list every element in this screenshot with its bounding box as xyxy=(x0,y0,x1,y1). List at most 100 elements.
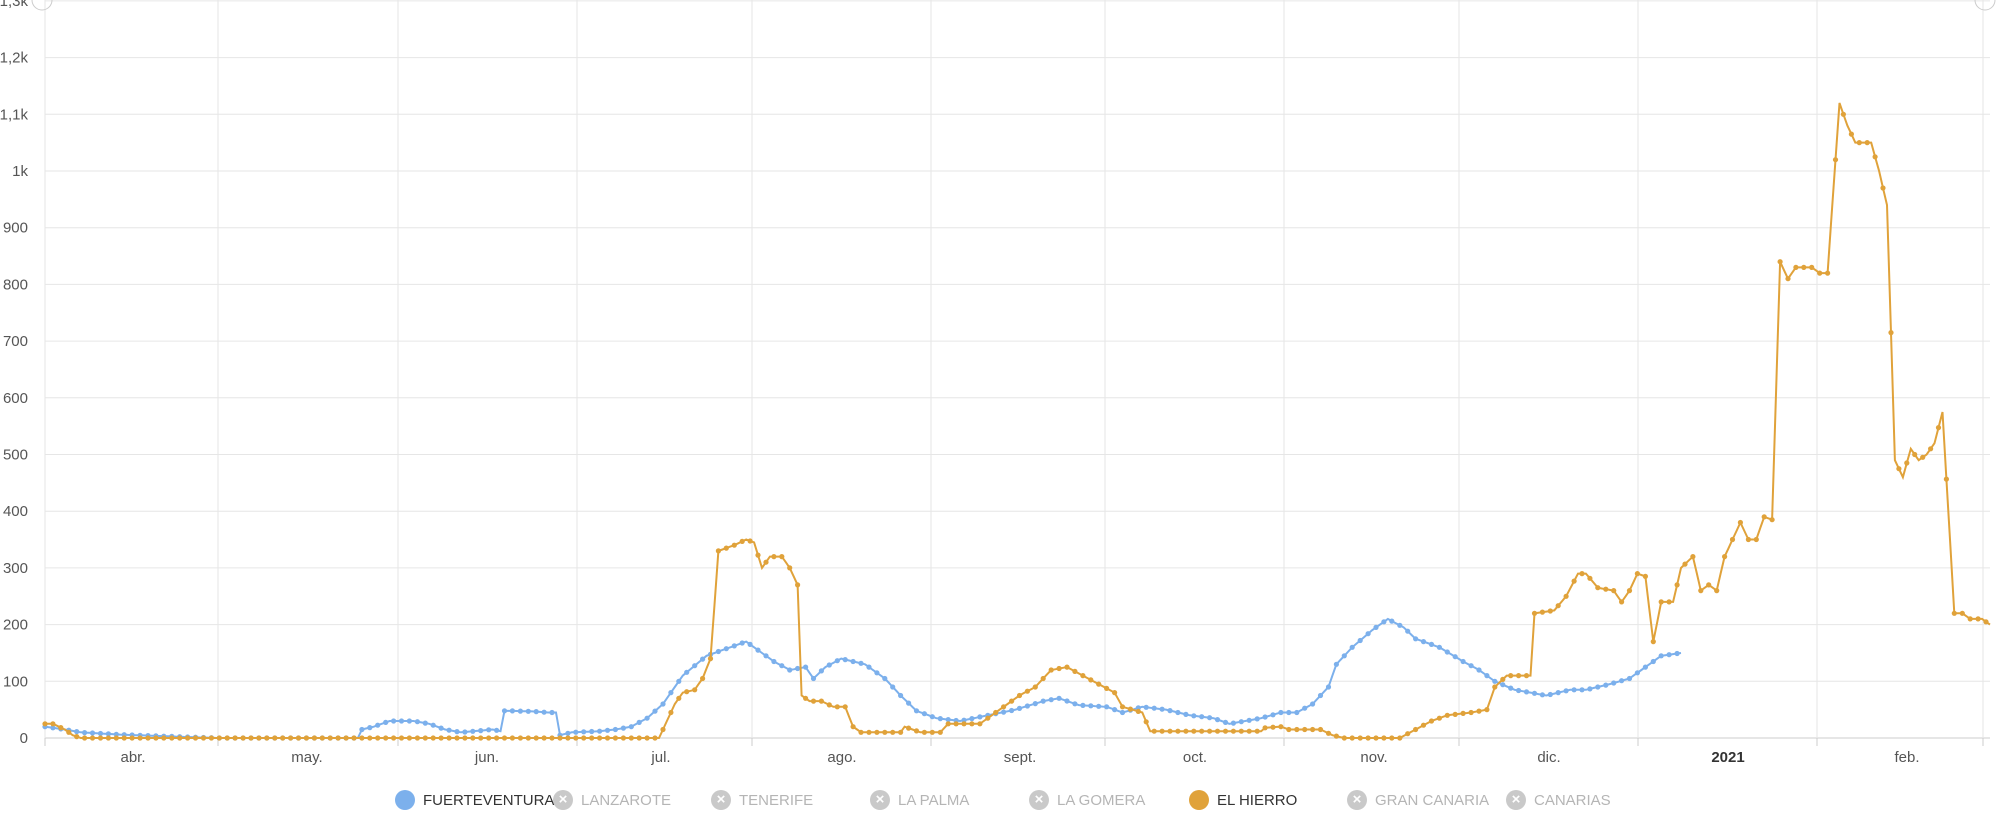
data-point[interactable] xyxy=(391,718,397,724)
data-point[interactable] xyxy=(1191,713,1197,719)
data-point[interactable] xyxy=(1381,619,1387,625)
data-point[interactable] xyxy=(1341,735,1347,741)
data-point[interactable] xyxy=(343,735,349,741)
data-point[interactable] xyxy=(1611,588,1617,594)
data-point[interactable] xyxy=(303,735,309,741)
data-point[interactable] xyxy=(1793,264,1799,270)
data-point[interactable] xyxy=(1365,631,1371,637)
data-point[interactable] xyxy=(74,734,80,740)
data-point[interactable] xyxy=(1246,728,1252,734)
series-fuerteventura[interactable] xyxy=(42,617,1682,741)
data-point[interactable] xyxy=(1801,264,1807,270)
data-point[interactable] xyxy=(906,725,912,731)
data-point[interactable] xyxy=(1325,730,1332,736)
data-point[interactable] xyxy=(1183,711,1189,718)
data-point[interactable] xyxy=(1405,731,1411,737)
data-point[interactable] xyxy=(810,675,817,682)
data-point[interactable] xyxy=(1904,460,1910,466)
data-point[interactable] xyxy=(422,735,428,741)
data-point[interactable] xyxy=(1476,708,1482,714)
data-point[interactable] xyxy=(1167,708,1173,714)
data-point[interactable] xyxy=(82,735,88,741)
data-point[interactable] xyxy=(1484,673,1490,679)
data-point[interactable] xyxy=(1682,561,1688,567)
data-point[interactable] xyxy=(1317,692,1324,699)
data-point[interactable] xyxy=(787,667,793,673)
data-point[interactable] xyxy=(612,735,619,741)
data-point[interactable] xyxy=(1222,719,1229,726)
data-point[interactable] xyxy=(604,735,611,741)
data-point[interactable] xyxy=(565,735,571,741)
data-point[interactable] xyxy=(929,729,935,735)
data-point[interactable] xyxy=(517,708,524,714)
data-point[interactable] xyxy=(961,717,967,723)
data-point[interactable] xyxy=(898,692,904,699)
data-point[interactable] xyxy=(1460,710,1466,717)
data-point[interactable] xyxy=(1420,722,1427,728)
data-point[interactable] xyxy=(454,735,460,741)
data-point[interactable] xyxy=(311,735,317,741)
data-point[interactable] xyxy=(1333,661,1339,667)
legend-item-la-palma[interactable]: × LA PALMA xyxy=(870,786,969,814)
data-point[interactable] xyxy=(1714,588,1720,594)
data-point[interactable] xyxy=(200,735,207,741)
data-point[interactable] xyxy=(795,582,801,588)
data-point[interactable] xyxy=(1785,276,1791,282)
data-point[interactable] xyxy=(1112,707,1118,713)
data-point[interactable] xyxy=(509,735,515,741)
data-point[interactable] xyxy=(1016,705,1023,712)
data-point[interactable] xyxy=(573,735,579,741)
data-point[interactable] xyxy=(351,735,357,741)
data-point[interactable] xyxy=(993,709,999,716)
data-point[interactable] xyxy=(731,643,737,649)
data-point[interactable] xyxy=(557,735,563,741)
data-point[interactable] xyxy=(834,658,840,664)
data-point[interactable] xyxy=(763,559,769,565)
data-point[interactable] xyxy=(1143,719,1149,725)
data-point[interactable] xyxy=(1270,712,1276,718)
data-point[interactable] xyxy=(129,735,135,741)
data-point[interactable] xyxy=(866,664,872,670)
data-point[interactable] xyxy=(1119,709,1126,716)
data-point[interactable] xyxy=(913,708,920,714)
data-point[interactable] xyxy=(1975,616,1981,622)
data-point[interactable] xyxy=(969,721,975,727)
data-point[interactable] xyxy=(1389,618,1395,624)
data-point[interactable] xyxy=(1745,536,1751,543)
data-point[interactable] xyxy=(921,729,928,735)
data-point[interactable] xyxy=(1199,728,1205,734)
data-point[interactable] xyxy=(208,735,214,741)
data-point[interactable] xyxy=(470,728,476,734)
data-point[interactable] xyxy=(589,728,595,735)
data-point[interactable] xyxy=(684,669,690,675)
data-point[interactable] xyxy=(890,729,896,735)
data-point[interactable] xyxy=(1500,682,1506,688)
data-point[interactable] xyxy=(264,735,270,741)
data-point[interactable] xyxy=(391,735,397,741)
data-point[interactable] xyxy=(1753,536,1759,543)
data-point[interactable] xyxy=(224,735,230,741)
data-point[interactable] xyxy=(1737,519,1743,526)
reset-zoom-icon[interactable] xyxy=(1974,0,1996,11)
data-point[interactable] xyxy=(406,718,412,724)
data-point[interactable] xyxy=(1428,718,1435,724)
data-point[interactable] xyxy=(1024,688,1030,694)
data-point[interactable] xyxy=(1626,675,1633,682)
data-point[interactable] xyxy=(882,675,888,682)
data-point[interactable] xyxy=(850,724,856,730)
data-point[interactable] xyxy=(1151,705,1157,711)
data-point[interactable] xyxy=(1809,264,1815,270)
data-point[interactable] xyxy=(1666,652,1672,658)
data-point[interactable] xyxy=(1468,709,1474,716)
data-point[interactable] xyxy=(1943,476,1949,482)
data-point[interactable] xyxy=(470,735,476,741)
data-point[interactable] xyxy=(1207,715,1213,721)
data-point[interactable] xyxy=(747,538,753,544)
data-point[interactable] xyxy=(1563,593,1569,599)
data-point[interactable] xyxy=(105,735,111,741)
data-point[interactable] xyxy=(1080,673,1086,679)
data-point[interactable] xyxy=(375,735,381,741)
data-point[interactable] xyxy=(1634,670,1640,676)
data-point[interactable] xyxy=(185,735,191,741)
data-point[interactable] xyxy=(398,718,405,724)
